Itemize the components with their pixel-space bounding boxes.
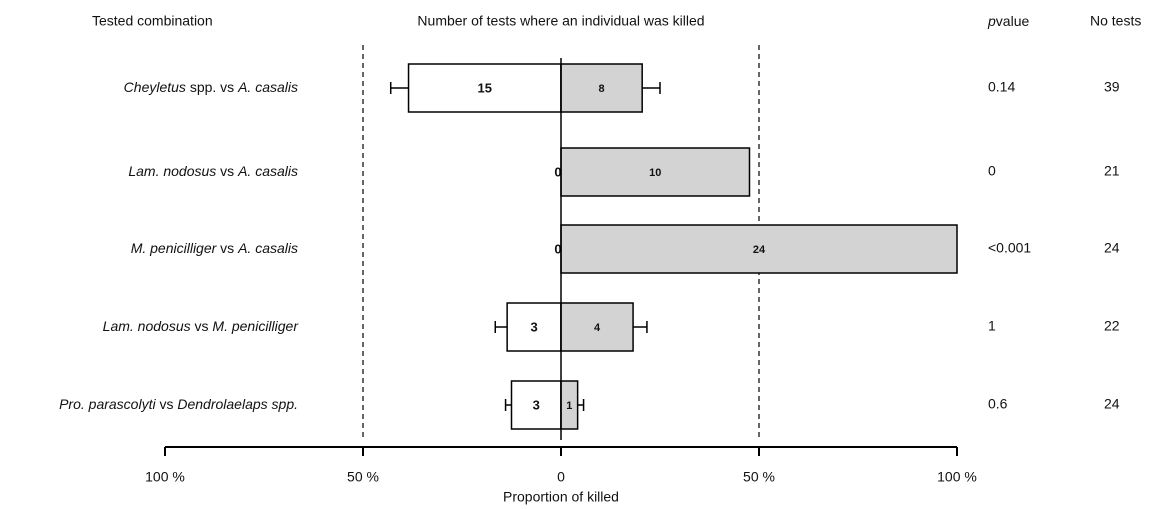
x-tick-label: 0 [557,469,565,485]
p-value: 1 [988,318,996,334]
error-bar [642,82,661,94]
category-label-part: vs [216,240,238,256]
category-label-part: A. casalis [237,240,298,256]
category-label-part: A. casalis [237,163,298,179]
count-label: 0 [554,164,561,179]
x-tick-label: 50 % [347,469,379,485]
category-label-part: Lam. nodosus [103,318,191,334]
count-label: 1 [566,400,572,412]
test-count: 21 [1104,163,1120,179]
category-label-part: M. penicilliger [131,240,218,256]
count-label: 0 [554,241,561,256]
category-label-part: vs [191,318,213,334]
error-bar [504,399,512,411]
category-label-part: Pro. parascolyti [59,396,156,412]
x-tick-label: 100 % [145,469,185,485]
category-label-part: vs [156,396,178,412]
category-label-part: spp. vs [186,79,238,95]
x-tick-label: 100 % [937,469,977,485]
category-label-part: vs [216,163,238,179]
category-label-part: Cheyletus [124,79,186,95]
error-bar [494,321,508,333]
category-label: Pro. parascolyti vs Dendrolaelaps spp. [59,396,298,412]
p-value: 0.6 [988,396,1008,412]
x-tick-label: 50 % [743,469,775,485]
column-title: No tests [1090,13,1141,29]
count-label: 4 [594,322,601,334]
error-bar [389,82,409,94]
p-value: 0.14 [988,79,1015,95]
bar [560,224,958,274]
category-label-part: A. casalis [237,79,298,95]
count-label: 8 [599,83,605,95]
count-label: 10 [649,167,661,179]
error-bar [577,399,585,411]
bar [506,302,562,352]
count-label: 3 [533,397,540,412]
test-count: 24 [1104,240,1120,256]
test-count: 24 [1104,396,1120,412]
count-label: 24 [753,244,766,256]
count-label: 3 [530,319,537,334]
test-count: 39 [1104,79,1120,95]
column-title-part: value [996,13,1030,29]
category-label-part: Dendrolaelaps spp. [177,396,298,412]
count-label: 15 [478,80,492,95]
category-label: Lam. nodosus vs M. penicilliger [103,318,300,334]
category-label: Lam. nodosus vs A. casalis [128,163,298,179]
x-axis-label: Proportion of killed [503,489,619,505]
category-label-part: Lam. nodosus [128,163,216,179]
error-bar [633,321,648,333]
chart-title: Number of tests where an individual was … [417,13,704,29]
column-title-part: p [987,13,996,29]
column-title: Tested combination [92,13,213,29]
p-value: <0.001 [988,240,1031,256]
test-count: 22 [1104,318,1120,334]
category-label-part: M. penicilliger [212,318,299,334]
category-label: Cheyletus spp. vs A. casalis [124,79,298,95]
column-title: pvalue [987,13,1029,29]
bar [560,302,634,352]
category-label: M. penicilliger vs A. casalis [131,240,298,256]
p-value: 0 [988,163,996,179]
